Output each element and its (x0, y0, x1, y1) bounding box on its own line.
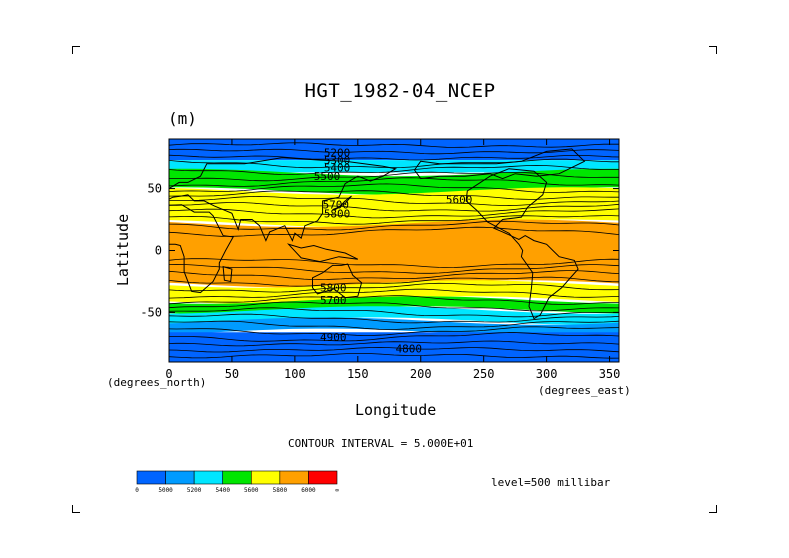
colorbar-label: 5600 (244, 487, 259, 494)
contour-line (169, 190, 619, 200)
contour-band (169, 317, 619, 336)
contour-line (169, 171, 619, 182)
contour-line (169, 313, 619, 324)
colorbar-swatch (193, 470, 224, 485)
units-label: (m) (168, 109, 197, 128)
contour-line (169, 154, 619, 161)
contour-line (169, 215, 619, 225)
y-tick-label: -50 (140, 305, 162, 319)
contour-label: 5500 (314, 170, 341, 183)
coastline (287, 243, 359, 263)
crop-mark-top-left (72, 46, 80, 54)
contour-line (169, 158, 619, 169)
colorbar-swatch (136, 470, 166, 485)
contour-label: 4800 (396, 342, 423, 355)
contour-label: 5800 (324, 207, 351, 220)
colorbar-swatch (279, 470, 309, 485)
contour-line (169, 226, 619, 237)
contour-line (169, 177, 619, 187)
x-tick-label: 250 (473, 367, 495, 381)
contour-line (169, 346, 619, 353)
x-axis-label: Longitude (355, 401, 437, 419)
colorbar-label: 5000 (158, 487, 173, 494)
y-tick-label: 0 (155, 244, 162, 258)
contour-line (169, 220, 619, 231)
colorbar-label: 5800 (273, 487, 288, 494)
colorbar-swatch (222, 470, 252, 485)
crop-mark-top-right (709, 46, 717, 54)
contour-label: 5800 (320, 282, 347, 295)
contour-line (169, 326, 619, 336)
contour-line (169, 340, 619, 347)
contour-band (169, 332, 619, 362)
x-tick-label: 300 (536, 367, 558, 381)
colorbar-label: 5400 (215, 487, 230, 494)
x-tick-label: 150 (347, 367, 369, 381)
coastline (312, 263, 363, 299)
colorbar-label: 6000 (301, 487, 316, 494)
contour-line (169, 258, 619, 269)
crop-mark-bottom-left (72, 505, 80, 513)
contour-label: 5700 (320, 294, 347, 307)
coastline (222, 265, 233, 283)
contour-label: 5600 (446, 194, 473, 207)
contour-line (169, 202, 619, 212)
contour-line (169, 142, 619, 148)
contour-line (169, 164, 619, 176)
level-label: level=500 millibar (491, 476, 611, 489)
contour-label: 5300 (324, 154, 351, 167)
x-tick-label: 200 (410, 367, 432, 381)
x-units-left: (degrees_north) (107, 376, 207, 389)
colorbar-label: ∞ (335, 487, 339, 494)
x-tick-label: 100 (284, 367, 306, 381)
x-tick-label: 50 (225, 367, 239, 381)
contour-line (169, 282, 619, 293)
contour-label: 5200 (324, 147, 351, 160)
x-units-right: (degrees_east) (538, 384, 631, 397)
contour-line (169, 263, 619, 274)
coastline (465, 168, 579, 320)
x-tick-label: 0 (165, 367, 172, 381)
contour-label: 5700 (323, 199, 350, 212)
colorbar-swatch (308, 470, 338, 485)
crop-mark-bottom-right (709, 505, 717, 513)
contour-line (169, 295, 619, 305)
contour-label: 4900 (320, 331, 347, 344)
contour-interval-label: CONTOUR INTERVAL = 5.000E+01 (288, 437, 474, 450)
colorbar-swatch (250, 470, 281, 485)
plot-area: 5200530054005500560057005800580057004900… (169, 139, 619, 362)
contour-line (169, 270, 619, 281)
coastline (169, 204, 234, 294)
contour-line (169, 332, 619, 342)
contour-line (169, 320, 619, 330)
chart-title: HGT_1982-04_NCEP (304, 80, 496, 102)
contour-line (169, 307, 619, 318)
coastline (413, 148, 586, 180)
contour-band (169, 168, 619, 195)
contour-band (169, 280, 619, 304)
contour-band (169, 219, 619, 288)
contour-line (169, 276, 619, 287)
contour-line (169, 288, 619, 299)
x-tick-label: 350 (599, 367, 621, 381)
colorbar-label: 5200 (187, 487, 202, 494)
contour-line (169, 353, 619, 359)
contour-label: 5400 (324, 161, 351, 174)
contour-line (169, 208, 619, 219)
contour-line (169, 301, 619, 312)
y-tick-label: 50 (148, 182, 162, 196)
colorbar-swatch (165, 470, 195, 485)
colorbar-label: 0 (135, 487, 139, 494)
coastline (332, 195, 352, 211)
coastline (169, 157, 397, 242)
contour-band (169, 139, 619, 161)
contour-line (169, 195, 619, 207)
